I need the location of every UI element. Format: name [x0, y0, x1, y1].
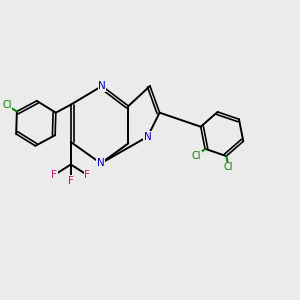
Text: Cl: Cl — [224, 162, 233, 172]
Text: F: F — [84, 170, 90, 180]
Text: N: N — [97, 158, 105, 168]
Text: N: N — [98, 81, 106, 91]
Text: Cl: Cl — [2, 100, 12, 110]
Text: F: F — [68, 176, 74, 186]
Text: Cl: Cl — [192, 151, 201, 161]
Text: F: F — [51, 170, 57, 180]
Text: N: N — [144, 132, 152, 142]
